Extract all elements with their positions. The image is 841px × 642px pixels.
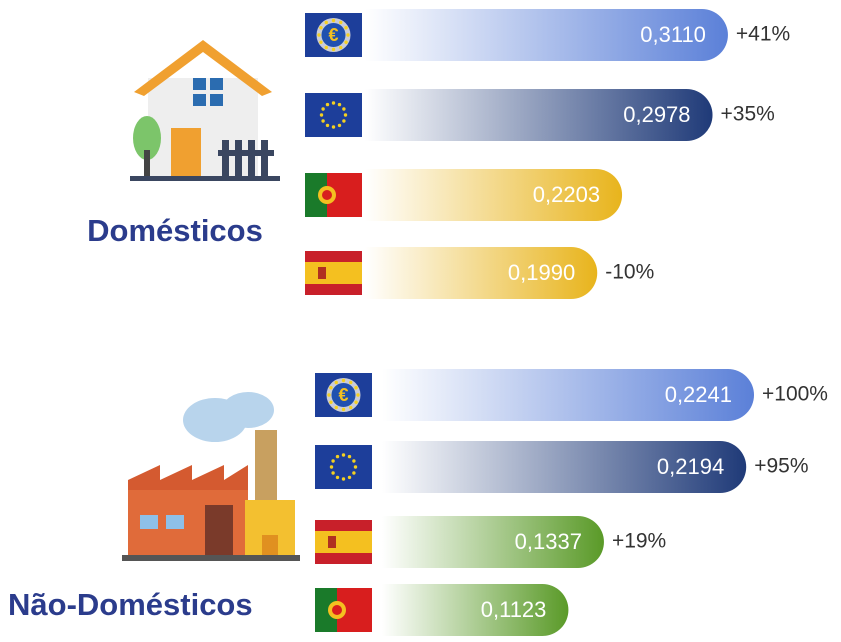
change-label: +19% [612,530,666,553]
bar [365,9,728,61]
bar [382,584,569,636]
bar [382,369,755,421]
bar [365,89,713,141]
change-label: +41% [736,23,790,46]
house-icon [130,40,280,181]
bar [382,516,604,568]
flag [315,520,372,564]
value-label: 0,2203 [533,182,600,207]
flag [315,588,372,632]
change-label: -10% [605,261,654,284]
flag: € [315,373,372,417]
bar [365,247,598,299]
value-label: 0,2978 [623,102,690,127]
chart-title: Domésticos [87,213,263,248]
change-label: +100% [762,383,828,406]
value-label: 0,1337 [515,529,582,554]
flag [315,445,372,489]
flag: € [305,13,362,57]
factory-icon [122,392,300,561]
chart-title: Não-Domésticos [8,587,253,622]
svg-text:€: € [338,385,348,405]
value-label: 0,3110 [640,22,706,47]
flag [305,93,362,137]
bar [365,169,623,221]
value-label: 0,2241 [665,382,732,407]
value-label: 0,1123 [481,597,547,622]
change-label: +35% [721,103,775,126]
value-label: 0,1990 [508,260,575,285]
flag [305,251,362,295]
svg-text:€: € [328,25,338,45]
value-label: 0,2194 [657,454,724,479]
bar [382,441,747,493]
flag [305,173,362,217]
change-label: +95% [754,455,808,478]
